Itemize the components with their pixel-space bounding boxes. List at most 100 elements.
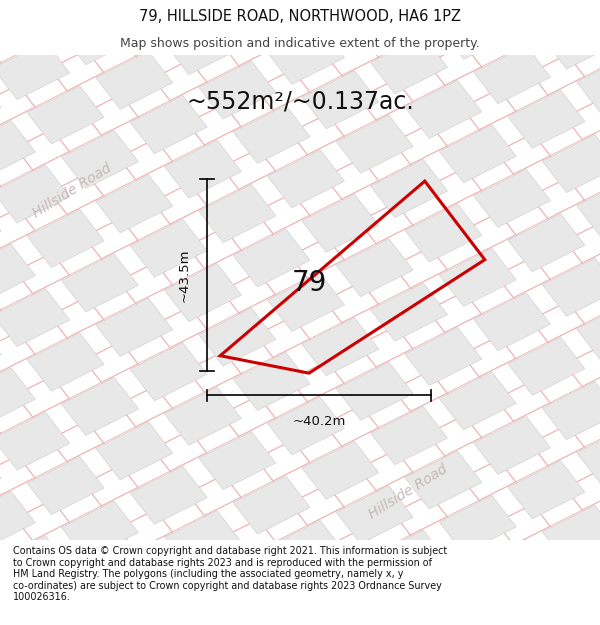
Polygon shape	[130, 590, 207, 625]
Polygon shape	[96, 546, 173, 603]
Polygon shape	[0, 244, 35, 302]
Polygon shape	[542, 258, 600, 316]
Polygon shape	[508, 337, 585, 395]
Polygon shape	[439, 496, 516, 554]
Polygon shape	[96, 175, 173, 233]
Polygon shape	[0, 323, 1, 381]
Polygon shape	[577, 426, 600, 484]
Polygon shape	[336, 115, 413, 173]
Polygon shape	[130, 0, 207, 30]
Polygon shape	[473, 169, 551, 228]
Polygon shape	[0, 121, 35, 179]
Polygon shape	[164, 264, 241, 322]
Polygon shape	[27, 333, 104, 391]
Polygon shape	[473, 540, 551, 598]
Polygon shape	[577, 302, 600, 361]
Polygon shape	[27, 456, 104, 514]
Text: Contains OS data © Crown copyright and database right 2021. This information is : Contains OS data © Crown copyright and d…	[13, 546, 448, 602]
Polygon shape	[164, 16, 241, 74]
Polygon shape	[405, 204, 482, 262]
Polygon shape	[542, 134, 600, 192]
Polygon shape	[336, 486, 413, 544]
Polygon shape	[371, 283, 448, 341]
Polygon shape	[61, 378, 139, 436]
Polygon shape	[199, 555, 276, 613]
Polygon shape	[0, 165, 70, 223]
Polygon shape	[164, 140, 241, 198]
Polygon shape	[473, 416, 551, 474]
Polygon shape	[405, 0, 482, 15]
Polygon shape	[96, 422, 173, 480]
Polygon shape	[164, 511, 241, 569]
Polygon shape	[439, 125, 516, 183]
Polygon shape	[336, 362, 413, 420]
Polygon shape	[371, 36, 448, 94]
Text: ~43.5m: ~43.5m	[178, 248, 191, 302]
Polygon shape	[61, 501, 139, 559]
Polygon shape	[508, 461, 585, 519]
Polygon shape	[0, 447, 1, 505]
Polygon shape	[61, 131, 139, 188]
Polygon shape	[268, 26, 344, 84]
Polygon shape	[0, 200, 1, 258]
Text: Map shows position and indicative extent of the property.: Map shows position and indicative extent…	[120, 38, 480, 51]
Polygon shape	[0, 368, 35, 426]
Polygon shape	[0, 412, 70, 470]
Polygon shape	[371, 159, 448, 218]
Polygon shape	[268, 397, 344, 455]
Polygon shape	[233, 106, 310, 163]
Polygon shape	[336, 239, 413, 297]
Polygon shape	[27, 580, 104, 625]
Polygon shape	[302, 441, 379, 499]
Polygon shape	[336, 609, 413, 625]
Polygon shape	[302, 194, 379, 252]
Polygon shape	[96, 51, 173, 109]
Polygon shape	[268, 521, 344, 579]
Polygon shape	[405, 81, 482, 139]
Polygon shape	[473, 292, 551, 351]
Polygon shape	[233, 352, 310, 411]
Polygon shape	[0, 0, 35, 55]
Polygon shape	[371, 530, 448, 588]
Polygon shape	[439, 248, 516, 306]
Text: Hillside Road: Hillside Road	[30, 161, 114, 221]
Polygon shape	[0, 536, 70, 594]
Polygon shape	[130, 342, 207, 401]
Polygon shape	[508, 90, 585, 148]
Polygon shape	[199, 431, 276, 489]
Polygon shape	[233, 0, 310, 40]
Polygon shape	[268, 273, 344, 331]
Polygon shape	[233, 476, 310, 534]
Polygon shape	[27, 209, 104, 268]
Polygon shape	[542, 505, 600, 563]
Polygon shape	[27, 0, 104, 21]
Polygon shape	[199, 184, 276, 242]
Polygon shape	[439, 1, 516, 59]
Text: Hillside Road: Hillside Road	[366, 462, 450, 521]
Polygon shape	[577, 179, 600, 237]
Polygon shape	[130, 219, 207, 278]
Polygon shape	[61, 254, 139, 312]
Polygon shape	[199, 61, 276, 119]
Polygon shape	[405, 328, 482, 386]
Polygon shape	[27, 86, 104, 144]
Polygon shape	[302, 318, 379, 376]
Polygon shape	[0, 491, 35, 549]
Polygon shape	[336, 0, 413, 49]
Polygon shape	[302, 0, 379, 5]
Polygon shape	[577, 56, 600, 114]
Polygon shape	[199, 308, 276, 366]
Polygon shape	[371, 407, 448, 464]
Polygon shape	[130, 96, 207, 154]
Polygon shape	[0, 289, 70, 347]
Polygon shape	[439, 372, 516, 430]
Polygon shape	[164, 387, 241, 445]
Polygon shape	[473, 46, 551, 104]
Polygon shape	[302, 565, 379, 623]
Polygon shape	[268, 150, 344, 208]
Polygon shape	[302, 71, 379, 129]
Polygon shape	[0, 76, 1, 134]
Polygon shape	[508, 214, 585, 272]
Polygon shape	[405, 451, 482, 509]
Text: 79: 79	[292, 269, 326, 297]
